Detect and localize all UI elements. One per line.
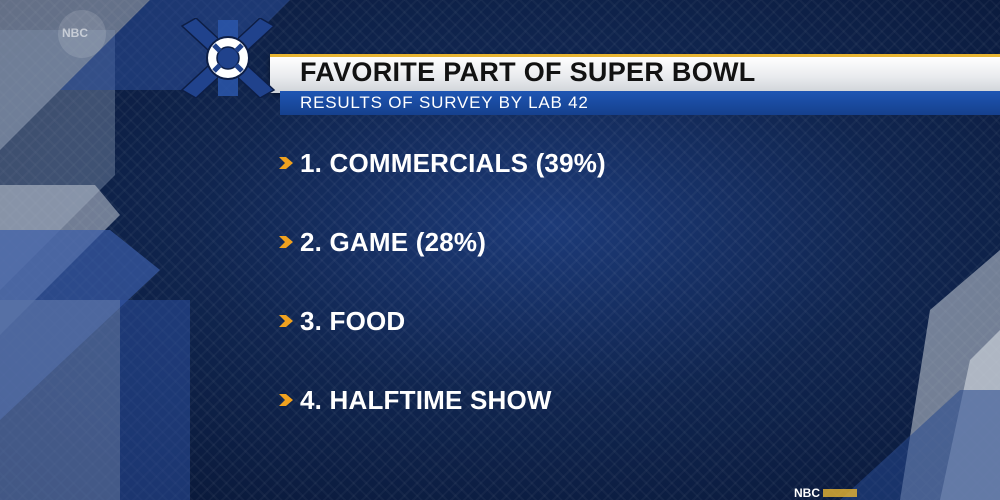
list-item-text: 4. HALFTIME SHOW bbox=[300, 384, 552, 415]
lifebuoy-x-logo-icon bbox=[180, 18, 276, 98]
list-item-2: 2. GAME (28%) bbox=[278, 222, 486, 262]
chevron-right-icon bbox=[279, 236, 293, 248]
network-bug: NBC bbox=[794, 486, 857, 500]
network-watermark-icon bbox=[58, 10, 106, 58]
title-bar bbox=[270, 54, 1000, 93]
panel-left-bottom bbox=[0, 300, 190, 500]
panel-left-bottom-grey bbox=[0, 300, 120, 500]
network-bug-label: NBC bbox=[794, 486, 820, 500]
panel-right-blue bbox=[840, 390, 1000, 500]
list-item-text: 3. FOOD bbox=[300, 305, 406, 336]
list-item-text: 1. COMMERCIALS (39%) bbox=[300, 147, 606, 178]
chevron-right-icon bbox=[279, 315, 293, 327]
network-bug-stripe bbox=[823, 489, 857, 497]
graphic-title: FAVORITE PART OF SUPER BOWL bbox=[300, 57, 756, 87]
subtitle-bar bbox=[280, 91, 1000, 115]
list-item-4: 4. HALFTIME SHOW bbox=[278, 380, 552, 420]
list-item-1: 1. COMMERCIALS (39%) bbox=[278, 143, 606, 183]
network-watermark-label: NBC bbox=[62, 26, 88, 40]
list-item-text: 2. GAME (28%) bbox=[300, 226, 487, 257]
list-item-3: 3. FOOD bbox=[278, 301, 405, 341]
chevron-right-icon bbox=[279, 157, 293, 169]
graphic-subtitle: RESULTS OF SURVEY BY LAB 42 bbox=[300, 93, 589, 112]
chevron-right-icon bbox=[279, 394, 293, 406]
